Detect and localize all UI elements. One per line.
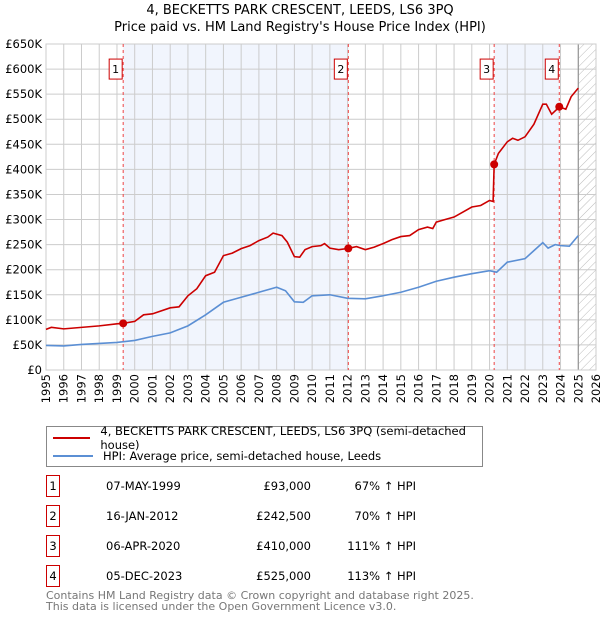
price-chart: 1995 1996 1997 1998 1999 2000 2001 2002 2003 2004… — [5, 37, 600, 403]
x-tick-label: 1999 — [110, 374, 124, 403]
x-tick-label: 2014 — [376, 374, 390, 403]
y-tick-label: £600K — [5, 62, 42, 76]
x-tick-label: 2007 — [252, 374, 266, 403]
x-tick-label: 2025 — [571, 374, 585, 403]
price: £410,000 — [256, 539, 311, 553]
x-tick-label: 2005 — [216, 374, 230, 403]
x-tick-label: 2009 — [287, 374, 301, 403]
x-tick-label: 2016 — [412, 374, 426, 403]
x-tick-label: 1995 — [39, 374, 53, 403]
x-tick-label: 1997 — [74, 374, 88, 403]
hpi-diff: 113% ↑ HPI — [347, 569, 416, 583]
sale-point — [119, 319, 128, 328]
y-tick-label: £200K — [5, 263, 42, 277]
x-tick-label: 1998 — [92, 374, 106, 403]
x-tick-label: 2001 — [145, 374, 159, 403]
x-tick-label: 2012 — [341, 374, 355, 403]
chart-subtitle: Price paid vs. HM Land Registry's House … — [114, 20, 486, 35]
marker-badge: 3 — [46, 535, 60, 557]
transaction-row: 2 16-JAN-2012 £242,500 70% ↑ HPI — [46, 505, 546, 527]
legend-label: 4, BECKETTS PARK CRESCENT, LEEDS, LS6 3P… — [100, 424, 466, 452]
x-tick-label: 2004 — [199, 374, 213, 403]
x-tick-label: 2023 — [536, 374, 550, 403]
y-tick-label: £400K — [5, 162, 42, 176]
footer-licence: This data is licensed under the Open Gov… — [46, 600, 397, 613]
marker-badge: 4 — [46, 565, 60, 587]
marker-badge: 1 — [46, 475, 60, 497]
legend-label: HPI: Average price, semi-detached house,… — [103, 449, 382, 463]
x-tick-label: 2000 — [128, 374, 142, 403]
y-tick-label: £0 — [27, 363, 42, 377]
y-tick-label: £500K — [5, 112, 42, 126]
shaded-period — [494, 44, 560, 370]
legend-swatch-red — [53, 437, 91, 439]
x-tick-label: 2015 — [394, 374, 408, 403]
x-tick-label: 2017 — [429, 374, 443, 403]
hpi-diff: 70% ↑ HPI — [354, 509, 416, 523]
y-tick-label: £250K — [5, 238, 42, 252]
sale-point — [490, 160, 499, 169]
price: £525,000 — [256, 569, 311, 583]
sale-point — [555, 102, 564, 111]
y-tick-label: £650K — [5, 37, 42, 51]
legend: 4, BECKETTS PARK CRESCENT, LEEDS, LS6 3P… — [46, 424, 483, 467]
price: £242,500 — [256, 509, 311, 523]
transaction-row: 1 07-MAY-1999 £93,000 67% ↑ HPI — [46, 475, 546, 497]
x-tick-label: 2024 — [554, 374, 568, 403]
chart-title: 4, BECKETTS PARK CRESCENT, LEEDS, LS6 3P… — [146, 3, 454, 18]
plot-border — [45, 43, 597, 371]
transaction-row: 4 05-DEC-2023 £525,000 113% ↑ HPI — [46, 565, 546, 587]
y-tick-label: £150K — [5, 288, 42, 302]
x-tick-label: 2008 — [270, 374, 284, 403]
date: 07-MAY-1999 — [106, 479, 181, 493]
footer-copyright: Contains HM Land Registry data © Crown c… — [46, 589, 474, 602]
marker-badge: 2 — [46, 505, 60, 527]
y-tick-label: £450K — [5, 137, 42, 151]
date: 06-APR-2020 — [106, 539, 181, 553]
x-tick-label: 1996 — [57, 374, 71, 403]
series-line — [45, 235, 579, 347]
x-tick-label: 2011 — [323, 374, 337, 403]
y-tick-label: £50K — [13, 338, 43, 352]
y-tick-label: £100K — [5, 313, 42, 327]
x-tick-label: 2013 — [358, 374, 372, 403]
x-tick-label: 2022 — [518, 374, 532, 403]
sale-label-box — [479, 58, 494, 80]
y-tick-label: £550K — [5, 87, 42, 101]
x-tick-label: 2010 — [305, 374, 319, 403]
sale-label: 2 — [337, 63, 344, 76]
transaction-row: 3 06-APR-2020 £410,000 111% ↑ HPI — [46, 535, 546, 557]
x-tick-label: 2003 — [181, 374, 195, 403]
x-tick-label: 2021 — [500, 374, 514, 403]
hpi-diff: 67% ↑ HPI — [354, 479, 416, 493]
legend-item-property: 4, BECKETTS PARK CRESCENT, LEEDS, LS6 3P… — [53, 424, 482, 452]
y-tick-label: £350K — [5, 187, 42, 201]
sale-label: 4 — [548, 63, 555, 76]
date: 16-JAN-2012 — [106, 509, 179, 523]
x-tick-label: 2020 — [483, 374, 497, 403]
y-tick-label: £300K — [5, 213, 42, 227]
price: £93,000 — [263, 479, 311, 493]
sale-label: 1 — [112, 63, 119, 76]
shaded-period — [123, 44, 349, 370]
future-hatch — [578, 44, 596, 370]
sale-label-box — [333, 58, 348, 80]
date: 05-DEC-2023 — [106, 569, 183, 583]
x-tick-label: 2018 — [447, 374, 461, 403]
legend-swatch-blue — [53, 455, 93, 457]
sale-label: 3 — [483, 63, 490, 76]
legend-item-hpi: HPI: Average price, semi-detached house,… — [53, 448, 381, 464]
x-tick-label: 2019 — [465, 374, 479, 403]
sale-point — [344, 244, 353, 253]
sale-label-box — [544, 58, 559, 80]
hpi-diff: 111% ↑ HPI — [347, 539, 416, 553]
x-tick-label: 2006 — [234, 374, 248, 403]
sale-label-box — [108, 58, 123, 80]
x-tick-label: 2026 — [589, 374, 600, 403]
x-tick-label: 2002 — [163, 374, 177, 403]
